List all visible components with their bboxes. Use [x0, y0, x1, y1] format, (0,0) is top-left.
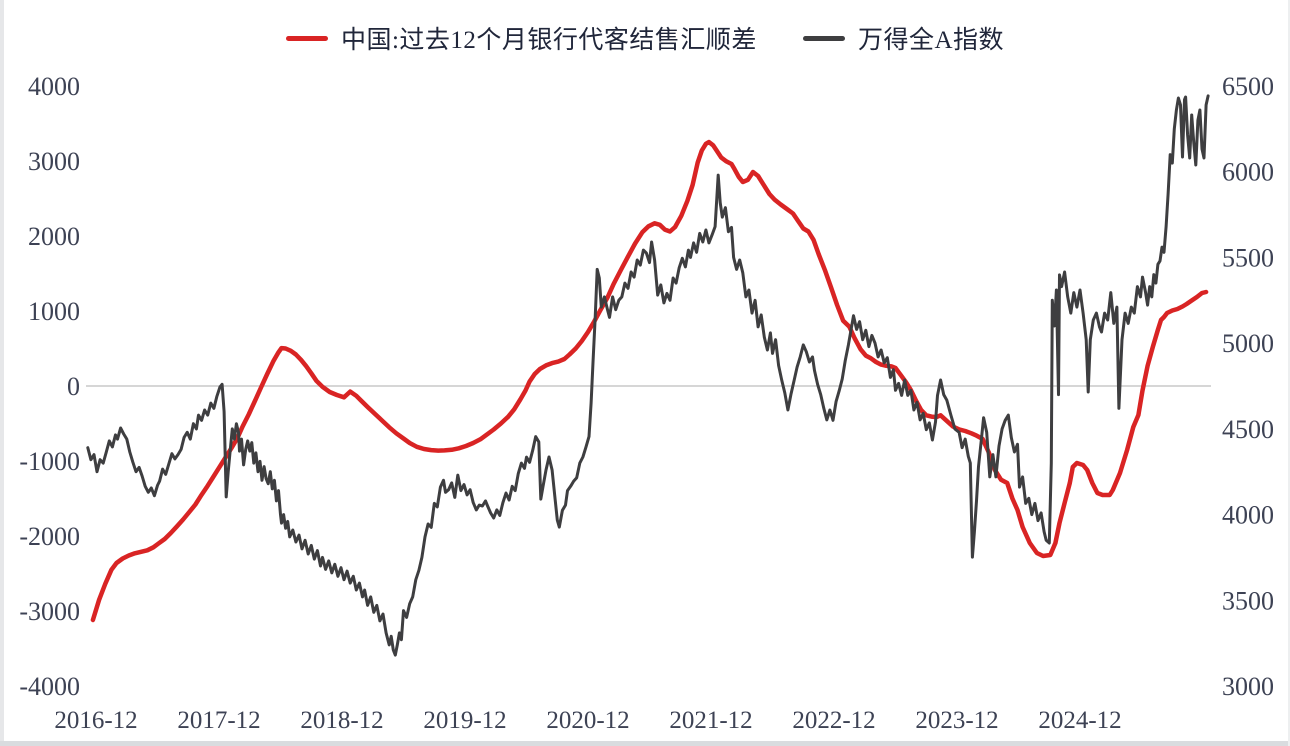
- legend-item-wind-all-a-index: 万得全A指数: [802, 20, 1004, 56]
- y-left-tick-label: 0: [67, 372, 80, 401]
- y-left-tick-label: -2000: [19, 522, 80, 551]
- legend-item-settlement-surplus: 中国:过去12个月银行代客结售汇顺差: [285, 20, 757, 56]
- x-tick-label: 2020-12: [546, 707, 629, 734]
- y-right-tick-label: 4500: [1222, 415, 1274, 444]
- x-tick-label: 2016-12: [54, 707, 137, 734]
- y-left-tick-label: 3000: [28, 147, 80, 176]
- x-tick-label: 2024-12: [1038, 707, 1121, 734]
- y-left-tick-label: 2000: [28, 222, 80, 251]
- dark-line-swatch-icon: [802, 35, 845, 41]
- y-right-tick-label: 6000: [1222, 158, 1274, 187]
- y-right-tick-label: 5500: [1222, 243, 1274, 272]
- x-tick-label: 2023-12: [915, 707, 998, 734]
- x-tick-label: 2022-12: [792, 707, 875, 734]
- y-right-tick-label: 4000: [1222, 501, 1274, 530]
- red-line-swatch-icon: [285, 35, 328, 41]
- screenshot-right-edge: [1288, 0, 1290, 746]
- y-left-tick-label: 4000: [28, 72, 80, 101]
- y-left-tick-label: -1000: [19, 447, 80, 476]
- x-tick-label: 2018-12: [300, 707, 383, 734]
- legend-label-wind-all-a-index: 万得全A指数: [857, 27, 1004, 54]
- y-left-tick-label: -3000: [19, 597, 80, 626]
- x-tick-label: 2017-12: [177, 707, 260, 734]
- x-tick-label: 2021-12: [669, 707, 752, 734]
- y-right-tick-label: 3000: [1222, 672, 1274, 701]
- y-right-tick-label: 6500: [1222, 72, 1274, 101]
- series-line-settlement-surplus: [90, 139, 1209, 623]
- y-right-tick-label: 5000: [1222, 329, 1274, 358]
- x-tick-label: 2019-12: [423, 707, 506, 734]
- screenshot-bottom-edge: [0, 741, 1290, 746]
- y-left-tick-label: 1000: [28, 297, 80, 326]
- legend-label-settlement-surplus: 中国:过去12个月银行代客结售汇顺差: [340, 27, 757, 54]
- y-left-tick-label: -4000: [19, 672, 80, 701]
- chart-legend: 中国:过去12个月银行代客结售汇顺差 万得全A指数: [0, 20, 1290, 56]
- series-line-wind-all-a-index: [86, 94, 1210, 657]
- y-right-tick-label: 3500: [1222, 586, 1274, 615]
- screenshot-left-edge: [0, 0, 4, 746]
